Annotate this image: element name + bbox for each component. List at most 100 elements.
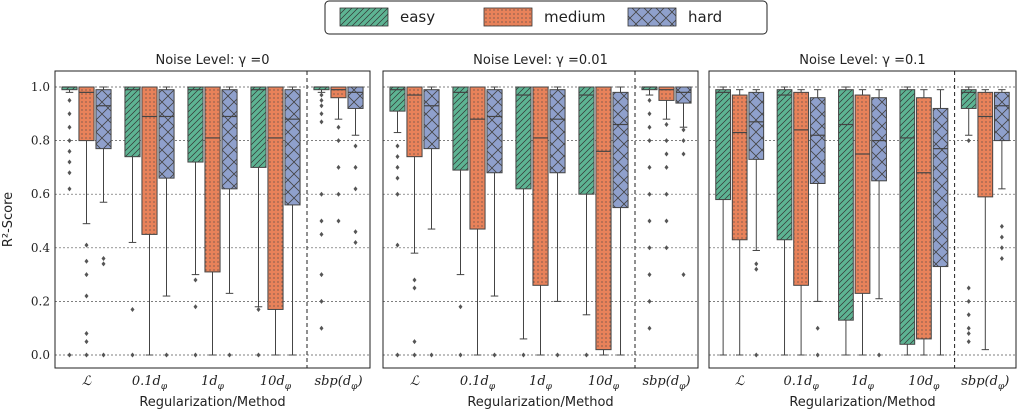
outlier-point	[999, 234, 1004, 240]
outlier-point	[353, 186, 358, 192]
outlier-point	[319, 218, 324, 224]
outlier-point	[647, 97, 652, 103]
box-medium	[141, 86, 158, 356]
box-body	[960, 89, 977, 109]
x-tick-suffix: )	[1003, 374, 1009, 389]
box-medium	[406, 86, 423, 358]
panel-title: Noise Level: γ =0.1	[799, 53, 925, 68]
y-tick-label: 0.6	[31, 187, 50, 201]
outlier-point	[647, 111, 652, 117]
box-medium	[916, 89, 932, 356]
outlier-point	[319, 298, 324, 304]
box-body	[158, 89, 175, 179]
outlier-point	[966, 138, 971, 144]
outlier-point	[966, 312, 971, 318]
box-body	[221, 89, 238, 190]
outlier-point	[395, 352, 400, 358]
x-tick-main: 1d	[851, 374, 868, 389]
outlier-point	[67, 148, 72, 154]
box-body	[141, 86, 158, 235]
x-tick-main: 0.1d	[460, 374, 489, 389]
outlier-point	[877, 352, 882, 358]
box-easy	[187, 86, 204, 358]
outlier-point	[84, 331, 89, 337]
box-hard	[284, 86, 301, 356]
panel-frame	[708, 70, 1017, 369]
x-tick-subscript: φ	[998, 382, 1005, 392]
outlier-point	[664, 164, 669, 170]
legend-label-easy: easy	[400, 8, 435, 26]
x-tick-subscript: φ	[351, 382, 358, 392]
outlier-point	[647, 298, 652, 304]
outlier-point	[395, 154, 400, 160]
box-hard	[675, 86, 692, 278]
x-tick-label: 1dφ	[201, 374, 225, 392]
box-hard	[809, 89, 826, 358]
box-body	[675, 86, 692, 104]
x-tick-label: 1dφ	[529, 374, 553, 392]
box-body	[871, 97, 887, 182]
box-body	[486, 89, 503, 174]
x-tick-main: 1d	[201, 374, 218, 389]
panels: Noise Level: γ =0ℒ 0.1dφ 1dφ 10dφ sbp(dφ)Reg…	[1, 53, 1017, 410]
outlier-point	[966, 325, 971, 331]
box-body	[748, 91, 765, 160]
outlier-point	[353, 143, 358, 149]
outlier-point	[754, 261, 759, 267]
box-body	[347, 86, 364, 109]
outlier-point	[647, 138, 652, 144]
outlier-point	[521, 352, 526, 358]
box-hard	[347, 86, 364, 245]
outlier-point	[319, 272, 324, 278]
box-medium	[78, 86, 95, 358]
outlier-point	[67, 97, 72, 103]
box-body	[423, 89, 440, 150]
y-tick-label: 1.0	[31, 80, 50, 94]
y-tick-label: 0.4	[31, 241, 50, 255]
outlier-point	[681, 127, 686, 133]
x-tick-main: 10d	[908, 374, 933, 389]
outlier-point	[336, 138, 341, 144]
box-body	[809, 97, 826, 184]
outlier-point	[966, 298, 971, 304]
panel-2: Noise Level: γ =0.1ℒ 0.1dφ 1dφ 10dφ sbp(dφ)R…	[708, 53, 1017, 410]
x-tick-label: 0.1dφ	[460, 374, 496, 392]
outlier-point	[84, 293, 89, 299]
outlier-point	[227, 352, 232, 358]
outlier-point	[193, 304, 198, 310]
outlier-point	[67, 159, 72, 165]
box-body	[595, 86, 612, 351]
outlier-point	[67, 111, 72, 117]
outlier-point	[966, 331, 971, 337]
box-hard	[158, 86, 175, 358]
outlier-point	[101, 256, 106, 262]
box-body	[549, 89, 566, 174]
y-tick-label: 0.2	[31, 294, 50, 308]
box-medium	[595, 86, 612, 356]
outlier-point	[584, 352, 589, 358]
outlier-point	[319, 325, 324, 331]
outlier-point	[67, 124, 72, 130]
box-easy	[389, 86, 406, 358]
x-tick-main: 0.1d	[132, 374, 161, 389]
box-body	[715, 89, 731, 201]
x-tick-subscript: φ	[161, 382, 168, 392]
box-body	[916, 97, 932, 340]
x-tick-subscript: φ	[285, 382, 292, 392]
outlier-point	[647, 218, 652, 224]
outlier-point	[815, 352, 820, 358]
box-body	[204, 86, 221, 273]
box-body	[406, 86, 423, 158]
x-tick-label: 10dφ	[588, 374, 620, 392]
box-medium	[731, 89, 748, 356]
x-tick-label: ℒ	[410, 374, 420, 389]
outlier-point	[664, 122, 669, 128]
box-hard	[95, 86, 112, 358]
x-tick-suffix: )	[684, 374, 690, 389]
outlier-point	[664, 138, 669, 144]
box-body	[612, 91, 629, 209]
x-tick-label: ℒ	[735, 374, 745, 389]
box-easy	[313, 86, 330, 331]
box-body	[124, 86, 141, 158]
outlier-point	[101, 261, 106, 267]
